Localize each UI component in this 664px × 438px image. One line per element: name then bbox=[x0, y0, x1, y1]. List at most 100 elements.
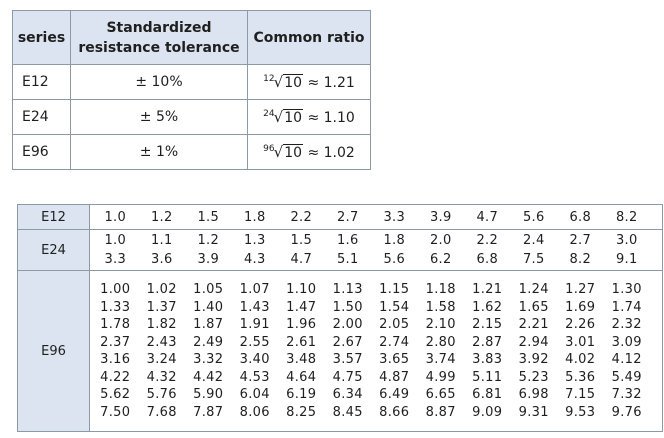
resistance-value: 1.8 bbox=[383, 233, 406, 248]
resistance-value: 2.2 bbox=[290, 209, 313, 225]
resistance-value: 3.09 bbox=[611, 334, 642, 350]
ratio-value: ≈ 1.02 bbox=[307, 145, 355, 161]
ratio-expression: 96√10 ≈ 1.02 bbox=[263, 143, 355, 161]
resistance-value: 5.6 bbox=[522, 209, 545, 225]
resistance-value: 2.74 bbox=[379, 334, 410, 350]
resistance-value: 1.6 bbox=[336, 233, 359, 248]
summary-series-cell: E24 bbox=[12, 99, 71, 135]
resistance-value: 8.87 bbox=[425, 405, 456, 421]
resistance-value: 7.5 bbox=[522, 252, 545, 267]
resistance-value: 1.0 bbox=[104, 233, 127, 248]
resistance-value: 8.66 bbox=[379, 405, 410, 421]
resistance-value: 1.43 bbox=[239, 299, 270, 315]
summary-tolerance-cell: ± 10% bbox=[70, 64, 248, 100]
resistance-value: 2.94 bbox=[518, 334, 549, 350]
resistance-value: 1.00 bbox=[100, 281, 131, 297]
resistance-value: 1.15 bbox=[379, 281, 410, 297]
resistance-value: 3.57 bbox=[332, 352, 363, 368]
resistance-value: 3.32 bbox=[193, 352, 224, 368]
ratio-expression: 12√10 ≈ 1.21 bbox=[263, 73, 355, 91]
resistance-value: 3.48 bbox=[286, 352, 317, 368]
resistance-value: 5.6 bbox=[383, 252, 406, 267]
header-series: series bbox=[12, 10, 71, 65]
resistance-value: 4.7 bbox=[476, 209, 499, 225]
value-line: 3.3 3.6 3.9 4.3 4.7 5.1 5.6 6.2 6.8 7.5 8.2 9.1 bbox=[92, 250, 662, 269]
header-tolerance-line1: Standardized bbox=[106, 19, 212, 36]
resistance-value: 3.9 bbox=[429, 209, 452, 225]
resistance-value: 2.67 bbox=[332, 334, 363, 350]
resistance-value: 2.55 bbox=[239, 334, 270, 350]
ratio-value: ≈ 1.21 bbox=[307, 75, 355, 91]
values-row-e24: E24 1.0 1.1 1.2 1.3 1.5 1.6 1.8 2.0 2.2 2.4 2.7 3.0… bbox=[17, 229, 663, 271]
header-tolerance: Standardized resistance tolerance bbox=[70, 10, 248, 65]
resistance-value: 2.61 bbox=[286, 334, 317, 350]
resistance-value: 1.82 bbox=[146, 317, 177, 333]
resistance-value: 9.53 bbox=[565, 405, 596, 421]
resistance-value: 7.15 bbox=[565, 387, 596, 403]
resistance-value: 8.2 bbox=[615, 209, 638, 225]
resistance-value: 1.02 bbox=[146, 281, 177, 297]
resistance-value: 4.32 bbox=[146, 369, 177, 385]
resistance-value: 1.33 bbox=[100, 299, 131, 315]
values-cell-e24: 1.0 1.1 1.2 1.3 1.5 1.6 1.8 2.0 2.2 2.4 2.7 3.0 3.3 3… bbox=[89, 229, 663, 271]
root-index: 24 bbox=[263, 109, 275, 119]
resistance-value: 2.21 bbox=[518, 317, 549, 333]
resistance-value: 6.98 bbox=[518, 387, 549, 403]
resistance-value: 2.49 bbox=[193, 334, 224, 350]
resistance-value: 3.01 bbox=[565, 334, 596, 350]
resistance-value: 1.3 bbox=[243, 233, 266, 248]
resistance-value: 7.87 bbox=[193, 405, 224, 421]
resistance-value: 2.32 bbox=[611, 317, 642, 333]
resistance-value: 1.78 bbox=[100, 317, 131, 333]
resistance-value: 1.74 bbox=[611, 299, 642, 315]
root-index: 96 bbox=[263, 144, 275, 154]
resistance-value: 1.0 bbox=[104, 209, 127, 225]
resistance-value: 1.54 bbox=[379, 299, 410, 315]
summary-ratio-cell: 96√10 ≈ 1.02 bbox=[247, 134, 371, 170]
resistance-value: 7.50 bbox=[100, 405, 131, 421]
resistance-value: 6.04 bbox=[239, 387, 270, 403]
resistance-value: 2.05 bbox=[379, 317, 410, 333]
resistance-value: 1.21 bbox=[472, 281, 503, 297]
resistance-value: 3.9 bbox=[197, 252, 220, 267]
resistance-value: 5.36 bbox=[565, 369, 596, 385]
value-line: 4.22 4.32 4.42 4.53 4.64 4.75 4.87 4.99 5.11 5.23… bbox=[92, 369, 662, 387]
resistance-value: 2.80 bbox=[425, 334, 456, 350]
summary-series-cell: E96 bbox=[12, 134, 71, 170]
resistance-value: 4.87 bbox=[379, 369, 410, 385]
resistance-value: 8.45 bbox=[332, 405, 363, 421]
resistance-value: 1.10 bbox=[286, 281, 317, 297]
resistance-value: 4.12 bbox=[611, 352, 642, 368]
resistance-value: 2.10 bbox=[425, 317, 456, 333]
summary-header-row: series Standardized resistance tolerance… bbox=[12, 10, 371, 65]
resistance-value: 8.25 bbox=[286, 405, 317, 421]
value-line: 1.33 1.37 1.40 1.43 1.47 1.50 1.54 1.58 1.62 1.65… bbox=[92, 298, 662, 316]
resistance-value: 1.65 bbox=[518, 299, 549, 315]
resistance-value: 6.2 bbox=[429, 252, 452, 267]
summary-series-cell: E12 bbox=[12, 64, 71, 100]
radicand: 10 bbox=[283, 144, 304, 161]
resistance-value: 1.8 bbox=[243, 209, 266, 225]
resistance-value: 2.43 bbox=[146, 334, 177, 350]
resistance-value: 1.18 bbox=[425, 281, 456, 297]
resistance-value: 1.91 bbox=[239, 317, 270, 333]
resistance-value: 5.11 bbox=[472, 369, 503, 385]
resistance-value: 9.76 bbox=[611, 405, 642, 421]
value-line: 2.37 2.43 2.49 2.55 2.61 2.67 2.74 2.80 2.87 2.94… bbox=[92, 333, 662, 351]
resistance-value: 8.06 bbox=[239, 405, 270, 421]
resistance-value: 4.64 bbox=[286, 369, 317, 385]
value-line: 1.00 1.02 1.05 1.07 1.10 1.13 1.15 1.18 1.21 1.24… bbox=[92, 281, 662, 299]
summary-row-e24: E24 ± 5% 24√10 ≈ 1.10 bbox=[12, 99, 371, 135]
resistance-value: 1.30 bbox=[611, 281, 642, 297]
resistance-value: 2.00 bbox=[332, 317, 363, 333]
resistance-value: 1.47 bbox=[286, 299, 317, 315]
resistance-value: 1.2 bbox=[197, 233, 220, 248]
resistance-value: 1.24 bbox=[518, 281, 549, 297]
resistance-value: 3.16 bbox=[100, 352, 131, 368]
radical-sign-icon: √ bbox=[273, 108, 284, 126]
resistance-value: 3.6 bbox=[150, 252, 173, 267]
resistance-value: 1.50 bbox=[332, 299, 363, 315]
resistance-value: 1.69 bbox=[565, 299, 596, 315]
resistance-value: 3.0 bbox=[615, 233, 638, 248]
resistance-value: 2.15 bbox=[472, 317, 503, 333]
